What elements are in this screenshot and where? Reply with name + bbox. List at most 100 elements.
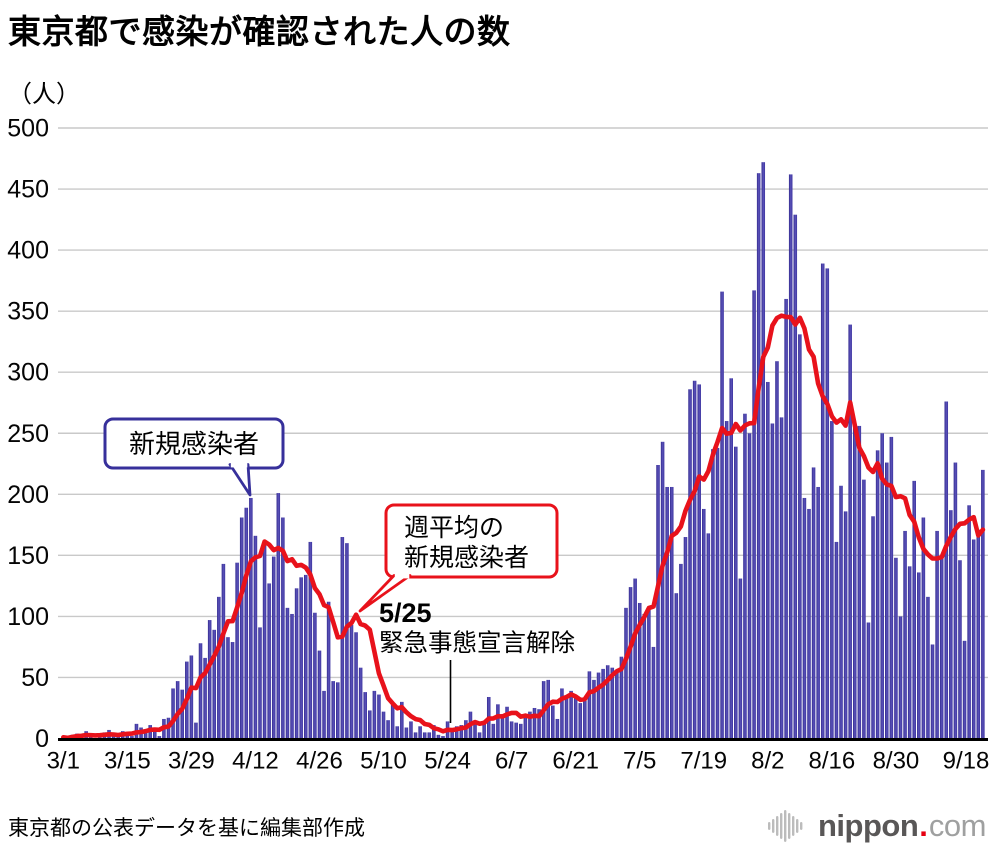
- bar: [802, 497, 807, 739]
- bar: [820, 263, 825, 739]
- line-series-annotation-tail-seam: [394, 573, 410, 579]
- bar: [843, 511, 848, 739]
- bar: [496, 704, 500, 739]
- bar: [619, 656, 624, 739]
- bar: [706, 533, 711, 739]
- bar: [962, 640, 967, 739]
- bar: [322, 690, 326, 739]
- bar: [715, 447, 720, 739]
- bar: [386, 720, 390, 739]
- bar: [852, 423, 857, 739]
- source-note: 東京都の公表データを基に編集部作成: [8, 817, 365, 840]
- bar: [596, 672, 601, 739]
- y-tick-label: 350: [7, 298, 49, 326]
- bar: [258, 627, 262, 739]
- bar: [885, 462, 889, 739]
- bar: [111, 736, 116, 739]
- bar: [143, 729, 148, 739]
- bar: [615, 672, 619, 739]
- bar: [692, 380, 697, 739]
- bar: [551, 705, 555, 739]
- line-series-annotation-text: 新規感染者: [404, 544, 529, 572]
- bar: [276, 493, 281, 739]
- bar: [432, 725, 436, 739]
- bar: [903, 530, 907, 739]
- bar: [830, 421, 834, 739]
- line-series-annotation-text: 週平均の: [404, 514, 504, 542]
- bar: [363, 692, 367, 739]
- bar: [628, 587, 633, 739]
- bar: [491, 723, 496, 739]
- bar: [390, 704, 395, 739]
- bar: [917, 572, 921, 739]
- bar: [811, 467, 816, 739]
- bar: [775, 361, 779, 739]
- bar: [720, 291, 724, 739]
- bar: [569, 690, 573, 739]
- bar: [683, 537, 688, 739]
- bar: [157, 736, 162, 739]
- bar: [784, 298, 788, 739]
- bar: [253, 535, 258, 739]
- bar: [528, 711, 532, 739]
- bar: [290, 613, 294, 739]
- bar: [939, 556, 944, 739]
- bar: [98, 737, 102, 739]
- bar: [500, 714, 505, 739]
- bar: [862, 479, 866, 739]
- bar: [976, 529, 981, 739]
- x-tick-label: 4/12: [232, 748, 279, 775]
- bar: [459, 725, 464, 739]
- bar: [153, 729, 157, 739]
- y-tick-label: 300: [7, 359, 49, 387]
- bar-series-annotation-text: 新規感染者: [129, 429, 259, 459]
- bar: [308, 541, 313, 739]
- bar: [697, 384, 701, 739]
- bar: [505, 706, 509, 739]
- bar: [592, 679, 596, 739]
- bar: [514, 722, 518, 739]
- bar: [317, 650, 322, 739]
- x-tick-label: 8/30: [873, 748, 920, 775]
- bar: [226, 637, 230, 739]
- bar: [601, 668, 605, 739]
- x-tick-label: 5/10: [360, 748, 407, 775]
- bar: [336, 682, 340, 739]
- bar: [523, 716, 528, 739]
- y-tick-label: 250: [7, 420, 49, 448]
- bar: [175, 681, 180, 739]
- bar: [647, 609, 651, 739]
- bar: [450, 728, 454, 739]
- bar: [770, 423, 775, 739]
- y-tick-label: 100: [7, 603, 49, 631]
- bar: [125, 734, 130, 739]
- bar: [217, 596, 221, 739]
- bar: [930, 644, 935, 739]
- bar: [537, 709, 541, 739]
- bar: [477, 732, 482, 739]
- bar: [262, 541, 267, 739]
- bar: [688, 389, 692, 739]
- bar: [907, 566, 912, 739]
- bar: [532, 707, 537, 739]
- bar: [221, 563, 226, 739]
- bar: [702, 508, 706, 739]
- bar-series-annotation-tail-seam: [230, 462, 248, 468]
- bar: [349, 624, 354, 739]
- page-title: 東京都で感染が確認された人の数: [8, 13, 511, 50]
- bar: [981, 469, 985, 739]
- bar: [244, 507, 249, 739]
- bar: [519, 723, 523, 739]
- trend-line: [60, 313, 986, 741]
- bar: [729, 378, 733, 739]
- bar: [546, 679, 550, 739]
- line-series-annotation-box: [384, 503, 559, 579]
- bar: [889, 436, 894, 739]
- y-tick-label: 200: [7, 481, 49, 509]
- bar: [212, 629, 217, 739]
- y-tick-label: 500: [7, 115, 49, 143]
- bar: [207, 620, 212, 739]
- bar: [239, 517, 244, 739]
- bar: [313, 612, 317, 739]
- bar: [756, 173, 761, 739]
